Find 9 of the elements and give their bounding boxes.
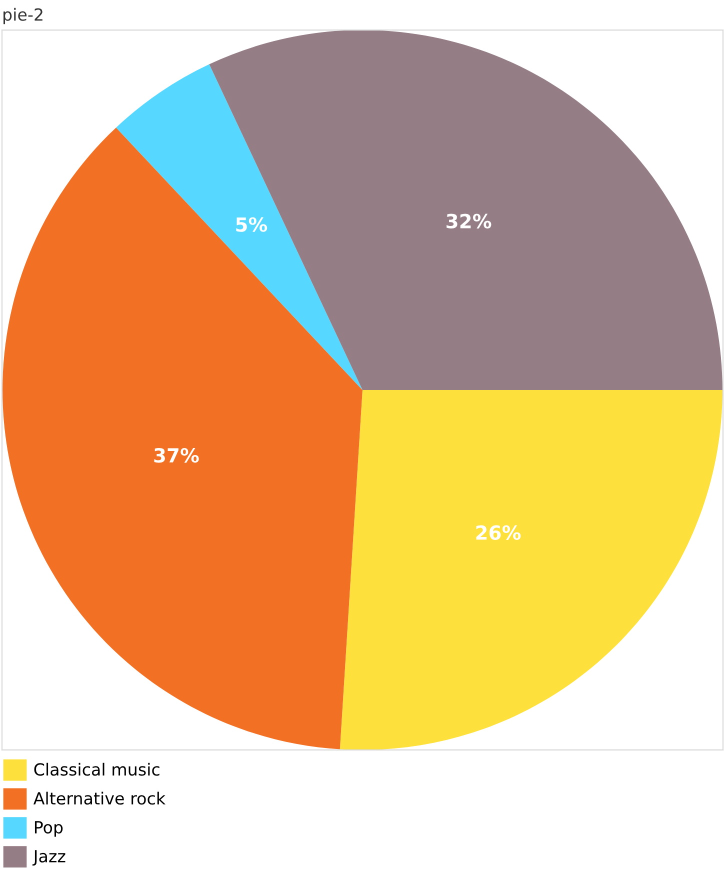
legend-label: Classical music <box>34 762 160 776</box>
legend-label: Pop <box>34 821 63 837</box>
data-label: 5% <box>236 217 268 232</box>
legend-label: Jazz <box>32 850 66 866</box>
chart-title: pie-2 <box>4 8 42 24</box>
data-label: 26% <box>476 525 521 540</box>
data-label: 37% <box>154 448 199 463</box>
data-label: 32% <box>446 214 492 228</box>
legend-label: Alternative rock <box>33 792 166 805</box>
